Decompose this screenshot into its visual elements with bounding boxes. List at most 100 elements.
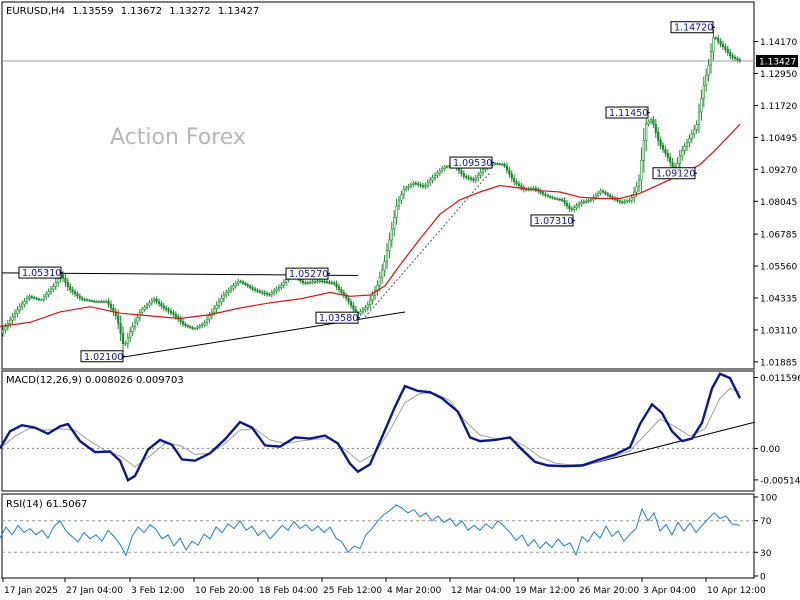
candle-body	[28, 296, 31, 299]
candle-body	[337, 286, 341, 290]
time-tick-label: 10 Feb 20:00	[195, 586, 254, 596]
candle-body	[731, 55, 734, 58]
candle-body	[553, 197, 557, 200]
candle-body	[429, 179, 432, 183]
candle-body	[580, 201, 583, 205]
candle-body	[201, 324, 204, 327]
annotation-label: 1.14720	[674, 23, 713, 34]
macd-axis-tick-label: 0.00	[760, 445, 780, 455]
price-axis-tick-label: 1.12950	[760, 70, 797, 80]
rsi-axis-tick-label: 30	[760, 549, 772, 559]
time-tick-label: 19 Mar 12:00	[515, 586, 575, 596]
candle-body	[395, 205, 398, 218]
candle-body	[702, 84, 705, 99]
candle-body	[347, 297, 350, 303]
price-axis-tick-label: 1.06785	[760, 231, 797, 241]
rsi-axis-tick-label: 0	[760, 573, 766, 583]
candle-body	[249, 285, 252, 288]
candle-body	[97, 301, 101, 303]
candle-body	[369, 299, 372, 306]
candle-body	[237, 280, 240, 284]
candle-body	[510, 173, 513, 179]
candle-body	[232, 285, 235, 289]
candle-body	[515, 181, 518, 185]
candle-body	[280, 284, 283, 288]
candle-body	[685, 142, 689, 148]
candle-body	[371, 295, 374, 301]
rsi-axis: 100 70 30 0	[754, 494, 777, 583]
candle-body	[136, 316, 139, 323]
candle-body	[220, 298, 223, 303]
candle-body	[225, 292, 228, 296]
candle-body	[333, 282, 336, 285]
candle-body	[481, 169, 485, 173]
candle-body	[251, 287, 254, 290]
candle-body	[304, 282, 307, 285]
candle-body	[160, 303, 163, 307]
candle-body	[33, 296, 36, 299]
macd-trendline	[581, 421, 756, 467]
candle-body	[227, 290, 230, 294]
candle-body	[196, 326, 199, 329]
candle-body	[311, 281, 314, 284]
candle-body	[426, 182, 429, 186]
candle-body	[64, 277, 67, 283]
candle-body	[155, 298, 158, 302]
candle-body	[174, 313, 177, 317]
candle-body	[285, 279, 288, 283]
candle-body	[606, 193, 609, 196]
candle-body	[709, 51, 713, 66]
candle-body	[61, 274, 65, 279]
candle-body	[695, 124, 698, 130]
candle-body	[330, 282, 333, 284]
candle-body	[541, 192, 545, 195]
price-axis-tick-label: 1.01885	[760, 358, 797, 368]
candle-body	[328, 281, 331, 284]
candle-body	[546, 194, 549, 197]
candle-body	[666, 152, 669, 158]
annotation-label: 1.02100	[84, 352, 123, 363]
price-axis-tick-label: 1.11720	[760, 102, 797, 112]
time-axis: 17 Jan 2025 27 Jan 04:00 3 Feb 12:00 10 Feb…	[2, 578, 766, 596]
price-annotations: 1.14720 1.11450 1.09530 1.09120 1.07310 1.053…	[18, 21, 715, 363]
candle-body	[162, 305, 165, 309]
candle-body	[256, 289, 259, 292]
candle-body	[261, 291, 264, 294]
candle-body	[681, 150, 684, 157]
annotation-label: 1.09120	[656, 169, 695, 180]
macd-axis-tick-label: 0.011596	[760, 374, 800, 384]
candle-body	[700, 98, 703, 113]
annotation-box	[670, 21, 714, 34]
annotation-box	[652, 167, 696, 180]
candle-body	[335, 283, 338, 287]
candle-body	[253, 288, 257, 291]
candle-body	[441, 168, 444, 172]
price-axis-tick-label: 1.04335	[760, 294, 797, 304]
candle-body	[181, 321, 185, 325]
annotation-label: 1.05270	[289, 269, 328, 280]
candle-body	[405, 187, 408, 190]
current-price-label: 1.13427	[759, 57, 796, 67]
candle-body	[189, 326, 192, 328]
candle-body	[129, 331, 132, 338]
candle-body	[582, 201, 585, 203]
candle-body	[609, 194, 612, 198]
candle-body	[419, 184, 422, 186]
candle-body	[623, 201, 626, 203]
candle-body	[4, 326, 7, 331]
candle-body	[503, 164, 506, 167]
candle-body	[179, 318, 182, 322]
rsi-axis-tick-label: 70	[760, 517, 772, 527]
candle-body	[505, 165, 509, 171]
candle-body	[381, 269, 384, 278]
candle-body	[241, 281, 245, 284]
candle-body	[71, 289, 74, 293]
candle-body	[16, 309, 19, 314]
candle-body	[390, 228, 393, 241]
macd-line	[0, 372, 742, 482]
price-axis-tick-label: 1.08045	[760, 198, 797, 208]
candle-body	[647, 121, 650, 125]
candle-body	[661, 145, 665, 150]
candle-body	[630, 197, 633, 201]
time-tick-label: 12 Mar 04:00	[451, 586, 511, 596]
